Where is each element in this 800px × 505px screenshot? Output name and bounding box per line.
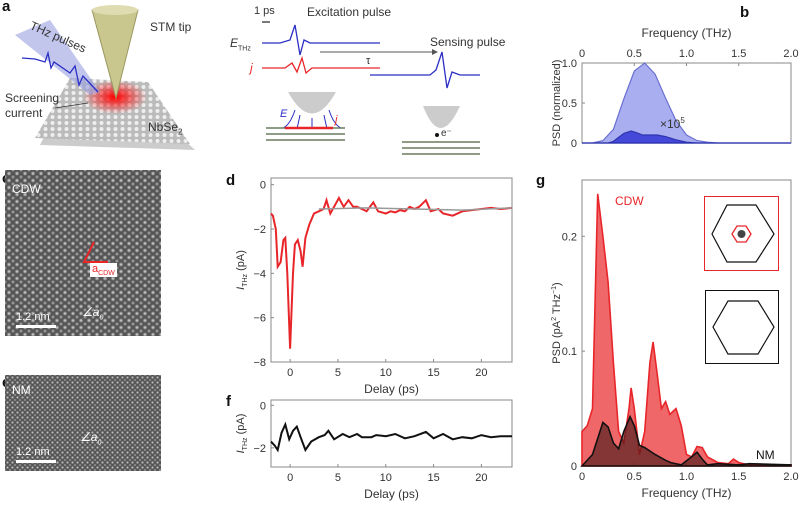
panel-label-f: f xyxy=(226,393,231,410)
a0-label-e: ∠a0 xyxy=(80,430,102,447)
b-xtick-label: 1.5 xyxy=(731,48,746,60)
panel-label-g: g xyxy=(536,172,546,189)
excitation-pulse-label: Excitation pulse xyxy=(307,5,392,19)
stm-schematic xyxy=(15,5,480,155)
d-ytick-label: −6 xyxy=(253,313,266,325)
b-xtick-label: 1.0 xyxy=(679,48,694,60)
cdw-lattice-vector-icon xyxy=(82,241,108,263)
f-ytick-label: 0 xyxy=(260,400,266,412)
tau-label: τ xyxy=(366,55,371,67)
f-ylabel: ITHz (pA) xyxy=(235,414,249,454)
d-ytick-label: −2 xyxy=(253,224,266,236)
g-xtick-label: 1.5 xyxy=(731,471,746,483)
scale-bar-e xyxy=(16,460,56,463)
b-annotation: ×105 xyxy=(660,116,685,131)
g-ylabel: PSD (pA2 THz−1) xyxy=(551,282,563,363)
f-ytick-label: −2 xyxy=(253,443,266,455)
g-xtick-label: 0.5 xyxy=(627,471,642,483)
g-xtick-label: 1.0 xyxy=(679,471,694,483)
fft-inset-cdw xyxy=(704,196,779,271)
b-ytick-label: 0 xyxy=(571,138,577,150)
f-xtick-label: 10 xyxy=(380,472,392,484)
d-ytick-label: −8 xyxy=(253,357,266,369)
f-xtick-label: 0 xyxy=(287,472,293,484)
f-xtick-label: 15 xyxy=(427,472,439,484)
screening-glow xyxy=(83,80,147,114)
d-series-0 xyxy=(270,195,513,349)
thz-beam xyxy=(15,20,100,95)
g-series-NM xyxy=(580,414,792,467)
g-ytick-label: 0.2 xyxy=(562,231,577,243)
d-xtick-label: 10 xyxy=(380,367,392,379)
panel-label-a: a xyxy=(2,0,11,15)
current-j-label: j xyxy=(335,114,338,126)
fft-inset-nm xyxy=(705,290,779,364)
d-xtick-label: 5 xyxy=(335,367,341,379)
g-xtick-label: 2.0 xyxy=(783,471,798,483)
e-thz-label: ETHz xyxy=(230,36,251,53)
d-series-1 xyxy=(318,207,513,211)
stm-tip-label: STM tip xyxy=(150,20,192,34)
b-xlabel: Frequency (THz) xyxy=(641,26,731,40)
b-ytick-label: 0.5 xyxy=(562,98,577,110)
panel-label-d: d xyxy=(226,172,236,189)
b-ylabel: PSD (normalized) xyxy=(551,60,563,147)
g-xlabel: Frequency (THz) xyxy=(641,486,731,500)
material-label: NbSe2 xyxy=(148,120,183,137)
stm-image-nm xyxy=(5,375,161,471)
d-xlabel: Delay (ps) xyxy=(364,382,419,396)
scale-bar-c xyxy=(16,325,56,328)
d-ytick-label: 0 xyxy=(260,180,266,192)
b-xtick-label: 0 xyxy=(579,48,585,60)
time-scale-label: 1 ps xyxy=(254,5,275,17)
g-legend-cdw: CDW xyxy=(615,194,644,208)
g-ytick-label: 0.1 xyxy=(562,346,577,358)
b-xtick-label: 2.0 xyxy=(783,48,798,60)
panel-label-b: b xyxy=(740,4,750,21)
sensing-pulse-label: Sensing pulse xyxy=(430,35,506,49)
d-ylabel: ITHz (pA) xyxy=(235,250,249,290)
g-legend-nm: NM xyxy=(756,448,775,462)
a-cdw-label: aCDW xyxy=(90,263,117,278)
d-ytick-label: −4 xyxy=(253,268,266,280)
f-series-0 xyxy=(270,421,512,453)
screening-label: Screening xyxy=(5,91,60,105)
b-ytick-label: 1.0 xyxy=(562,58,577,70)
cdw-image-label: CDW xyxy=(12,182,41,196)
d-xtick-label: 15 xyxy=(427,367,439,379)
b-series-1 xyxy=(582,130,791,144)
scale-label-e: 1.2 nm xyxy=(16,446,50,458)
g-xtick-label: 0 xyxy=(579,471,585,483)
d-frame xyxy=(270,177,513,363)
electron-label: e⁻ xyxy=(441,128,452,139)
f-xlabel: Delay (ps) xyxy=(364,487,419,501)
stm-image-cdw xyxy=(5,170,161,336)
b-xtick-label: 0.5 xyxy=(627,48,642,60)
f-xtick-label: 5 xyxy=(335,472,341,484)
b-series-0 xyxy=(582,62,791,144)
field-e-label: E xyxy=(280,108,288,120)
scale-label-c: 1.2 nm xyxy=(16,311,50,323)
f-frame xyxy=(270,399,513,468)
f-xtick-label: 20 xyxy=(475,472,487,484)
j-label: j xyxy=(250,61,253,75)
g-ytick-label: 0 xyxy=(571,461,577,473)
d-xtick-label: 0 xyxy=(287,367,293,379)
current-label: current xyxy=(5,106,43,120)
a0-label-c: ∠a0 xyxy=(82,305,104,322)
d-xtick-label: 20 xyxy=(475,367,487,379)
nm-image-label: NM xyxy=(12,383,31,397)
